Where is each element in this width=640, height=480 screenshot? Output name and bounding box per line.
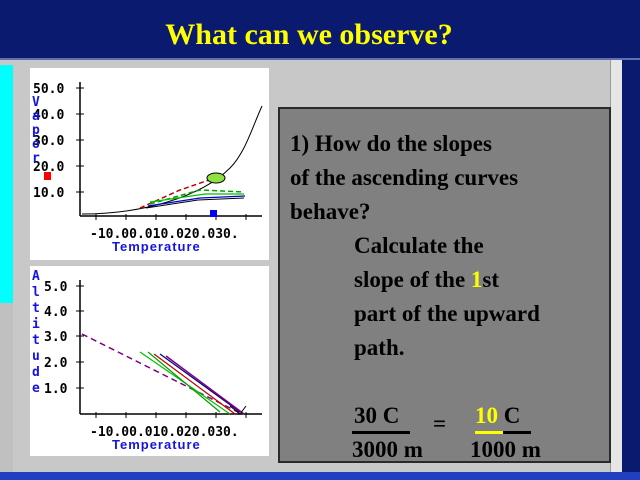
vapor-x-ticks: -10.00.010.020.030. xyxy=(90,214,247,242)
vapor-y-tick: 30.0 xyxy=(33,134,64,149)
right-edge-strip-dark xyxy=(622,60,640,480)
altitude-y-label-letter: d xyxy=(32,365,40,380)
left-edge-strip-lower xyxy=(0,303,13,473)
altitude-temperature-chart: 5.0 4.0 3.0 2.0 1.0 A l t i t u d e -10.… xyxy=(30,266,269,456)
altitude-x-ticks: -10.00.010.020.030. xyxy=(90,412,247,440)
question-line-2: of the ascending curves xyxy=(290,165,519,190)
vapor-red-marker xyxy=(44,172,51,180)
altitude-chart-svg: 5.0 4.0 3.0 2.0 1.0 A l t i t u d e -10.… xyxy=(32,269,262,452)
vapor-blob-marker xyxy=(206,172,226,184)
instruction-line-2: slope of the 1st xyxy=(354,267,499,293)
instruction-line-3: part of the upward xyxy=(354,301,540,326)
altitude-red-path xyxy=(153,353,236,415)
fraction-right-numerator: 10 C xyxy=(475,403,520,429)
altitude-y-label-letter: e xyxy=(32,381,40,396)
vapor-blue-path xyxy=(147,195,246,207)
altitude-y-label-letter: i xyxy=(32,317,40,332)
altitude-y-ticks: 5.0 4.0 3.0 2.0 1.0 xyxy=(44,280,84,397)
vapor-y-tick: 40.0 xyxy=(33,108,64,123)
vapor-y-label: V a p o r xyxy=(32,95,40,166)
fraction-left-numerator: 30 C xyxy=(354,403,400,428)
saturation-curve xyxy=(81,105,263,215)
vapor-black-path xyxy=(145,197,245,209)
bottom-edge-strip xyxy=(0,472,640,480)
vapor-y-label-letter: p xyxy=(32,123,40,138)
vapor-y-label-letter: V xyxy=(32,95,40,110)
question-panel: 1) How do the slopes of the ascending cu… xyxy=(278,107,611,463)
vapor-y-ticks: 50.0 40.0 30.0 20.0 10.0 xyxy=(33,82,84,201)
fraction-right-bar xyxy=(503,431,531,434)
altitude-y-tick: 4.0 xyxy=(44,305,68,320)
vapor-green-path xyxy=(149,193,244,203)
question-line-3: behave? xyxy=(290,199,371,224)
vapor-red-dashed-path xyxy=(139,177,216,209)
altitude-y-tick: 3.0 xyxy=(44,330,68,345)
altitude-end-marker xyxy=(229,405,247,415)
fraction-right-highlight: 10 xyxy=(475,403,498,428)
vapor-temperature-chart: 50.0 40.0 30.0 20.0 10.0 V a p o r -10.0… xyxy=(30,68,269,260)
fraction-left-denominator: 3000 m xyxy=(352,437,423,462)
fraction-right-bar-highlight xyxy=(475,431,503,434)
highlight-number: 1 xyxy=(470,267,483,292)
vapor-chart-svg: 50.0 40.0 30.0 20.0 10.0 V a p o r -10.0… xyxy=(32,82,263,254)
slide-title: What can we observe? xyxy=(165,18,453,51)
altitude-y-label-letter: l xyxy=(32,285,40,300)
vapor-y-tick: 50.0 xyxy=(33,82,64,97)
vapor-x-label: Temperature xyxy=(112,239,201,254)
vapor-y-tick: 10.0 xyxy=(33,186,64,201)
altitude-y-label: A l t i t u d e xyxy=(32,269,40,396)
instruction-line-1: Calculate the xyxy=(354,233,484,258)
altitude-x-label: Temperature xyxy=(112,437,201,452)
fraction-left-bar xyxy=(352,431,410,434)
altitude-y-label-letter: t xyxy=(32,333,40,348)
altitude-y-label-letter: t xyxy=(32,301,40,316)
vapor-y-label-letter: o xyxy=(32,137,40,152)
vapor-y-label-letter: r xyxy=(32,151,40,166)
altitude-x-tick-labels: -10.00.010.020.030. xyxy=(90,425,239,440)
question-line-1: 1) How do the slopes xyxy=(290,131,492,156)
altitude-y-label-letter: A xyxy=(32,269,40,284)
altitude-navy-path xyxy=(159,353,241,413)
altitude-y-tick: 1.0 xyxy=(44,382,68,397)
altitude-y-tick: 5.0 xyxy=(44,280,68,295)
vapor-x-tick-labels: -10.00.010.020.030. xyxy=(90,227,239,242)
vapor-blue-marker xyxy=(210,210,217,217)
instruction-line-2-text: slope of the xyxy=(354,267,471,292)
fraction-right-denominator: 1000 m xyxy=(470,437,541,462)
vapor-y-label-letter: a xyxy=(32,109,40,124)
equals-sign: = xyxy=(433,411,447,436)
instruction-line-2-suffix: st xyxy=(482,267,500,292)
instruction-line-4: path. xyxy=(354,335,405,360)
altitude-y-label-letter: u xyxy=(32,349,40,364)
altitude-y-tick: 2.0 xyxy=(44,356,68,371)
altitude-green-path-2 xyxy=(147,351,221,413)
vapor-y-tick: 20.0 xyxy=(33,160,64,175)
left-edge-strip xyxy=(0,65,13,303)
fraction-right-unit: C xyxy=(498,403,521,428)
title-bar: What can we observe? xyxy=(0,0,640,60)
altitude-purple-path xyxy=(165,355,245,415)
